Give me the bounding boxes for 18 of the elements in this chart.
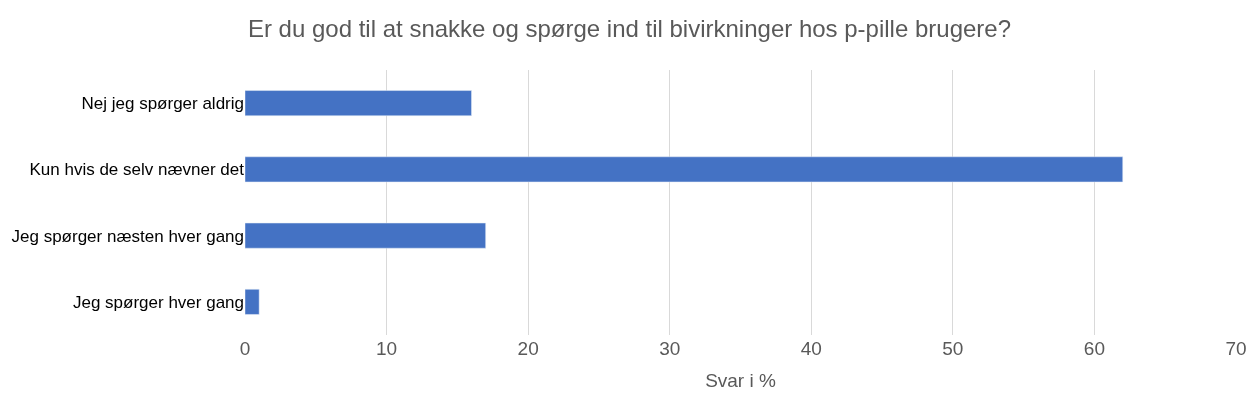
x-tick-label: 50: [942, 338, 964, 359]
bar: [245, 289, 260, 315]
x-tick-label: 60: [1083, 338, 1105, 359]
x-tick-label: 10: [376, 338, 398, 359]
bar: [245, 90, 472, 116]
y-tick-label: Kun hvis de selv nævner det: [29, 160, 245, 180]
y-tick-label: Jeg spørger næsten hver gang: [11, 226, 244, 246]
x-axis-title: Svar i %: [705, 369, 776, 391]
x-tick-label: 30: [659, 338, 681, 359]
bar: [245, 222, 486, 249]
chart-title: Er du god til at snakke og spørge ind til bivirkninger hos p-pille brugere?: [247, 15, 1012, 43]
y-tick-label: Jeg spørger hver gang: [72, 292, 244, 312]
x-tick-label: 70: [1225, 338, 1247, 359]
bar: [245, 156, 1123, 183]
y-tick-label: Nej jeg spørger aldrig: [81, 94, 244, 114]
x-tick-label: 40: [800, 338, 822, 359]
x-tick-label: 20: [517, 338, 539, 359]
x-tick-label: 0: [239, 338, 251, 359]
